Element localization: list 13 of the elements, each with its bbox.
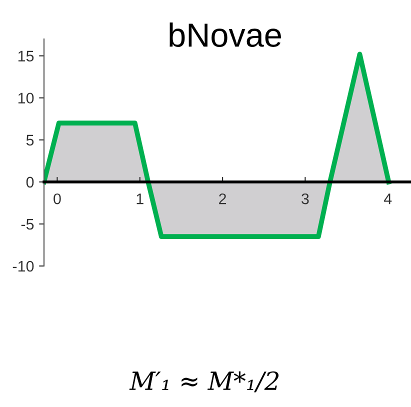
y-tick-label: 10 (18, 92, 34, 104)
y-tick-label: 5 (26, 134, 34, 146)
x-tick-label: 2 (219, 193, 226, 204)
x-tick-label: 1 (136, 194, 144, 204)
y-tick-label: 15 (18, 50, 34, 62)
y-tick-label: 0 (26, 176, 34, 188)
x-tick-label: 4 (384, 194, 392, 204)
y-tick-label: -5 (21, 218, 34, 230)
chart-title: bNovae (170, 22, 281, 47)
y-tick-label: -10 (12, 260, 34, 272)
x-tick-label: 0 (54, 193, 61, 204)
text: M′₁ ≈ M*₁/2 (129, 371, 279, 392)
x-tick-label: 3 (302, 193, 309, 204)
